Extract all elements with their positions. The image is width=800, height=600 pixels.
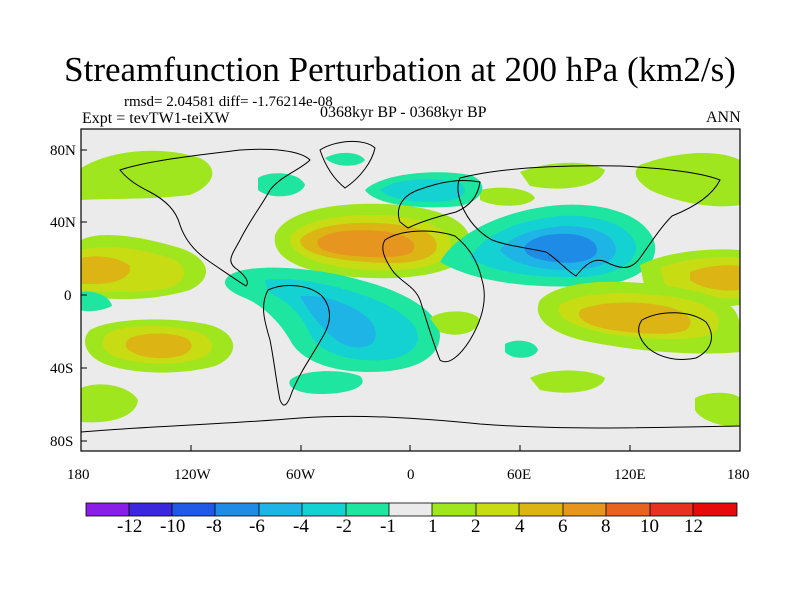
colorbar-label: -8 [206, 516, 222, 537]
contour-neg2 [380, 179, 465, 202]
colorbar-label: 4 [515, 516, 525, 537]
colorbar-label: -4 [293, 516, 309, 537]
y-tick-label: 0 [64, 288, 72, 304]
season-label: ANN [706, 109, 741, 126]
colorbar-frame [85, 502, 738, 517]
colorbar-box [129, 503, 172, 516]
coastline-antarctica [81, 415, 740, 433]
contour-pos1 [480, 187, 535, 206]
contour-neg1 [289, 371, 363, 394]
contour-pos4 [690, 265, 740, 291]
colorbar-box [519, 503, 563, 516]
colorbar-box [432, 503, 476, 516]
colorbar-label: -12 [117, 516, 142, 537]
contour-pos1 [695, 392, 740, 427]
coastline-asia [457, 165, 721, 277]
x-tick-label: 0 [407, 467, 415, 483]
coastlines [81, 141, 740, 433]
y-tick-label: 40S [50, 361, 73, 377]
colorbar-box [693, 503, 737, 516]
contour-pos1 [430, 311, 480, 335]
map-title: Streamfunction Perturbation at 200 hPa (… [64, 50, 736, 89]
colorbar-label: 6 [558, 516, 568, 537]
colorbar-box [606, 503, 650, 516]
contour-pos4 [579, 302, 691, 334]
contour-fields [81, 141, 740, 433]
contour-neg1 [325, 152, 365, 166]
contour-neg1 [505, 340, 538, 358]
x-tick-label: 60E [507, 467, 531, 483]
colorbar-label: 10 [640, 516, 659, 537]
y-tick-label: 80S [50, 434, 73, 450]
x-axis [80, 445, 741, 451]
contour-pos4 [81, 256, 131, 284]
contour-pos1 [520, 162, 605, 189]
colorbar-box [302, 503, 346, 516]
colorbar-label: 12 [684, 516, 703, 537]
contour-pos4 [125, 333, 192, 359]
contour-pos1 [81, 150, 213, 200]
colorbar-box [86, 503, 129, 516]
colorbar-box [346, 503, 389, 516]
colorbar-box [172, 503, 215, 516]
x-tick-label: 180 [727, 467, 750, 483]
colorbar-box [389, 503, 432, 516]
colorbar-label: -1 [380, 516, 396, 537]
contour-neg4 [300, 295, 376, 348]
contour-neg6 [524, 233, 597, 263]
colorbar-label: 1 [428, 516, 438, 537]
colorbar-box [650, 503, 693, 516]
coastline-africa [382, 230, 485, 363]
colorbar-box [563, 503, 606, 516]
x-tick-label: 180 [67, 467, 90, 483]
x-tick-label: 120E [614, 467, 646, 483]
colorbar-box [259, 503, 302, 516]
colorbar-label: 8 [601, 516, 611, 537]
rmsd-diff-stats: rmsd= 2.04581 diff= -1.76214e-08 [124, 94, 333, 110]
experiment-label: Expt = tevTW1-teiXW [82, 110, 230, 127]
y-tick-label: 40N [50, 215, 76, 231]
coastline-greenland [319, 141, 376, 189]
coastline-north-america [119, 148, 311, 287]
y-axis [81, 149, 87, 442]
contour-pos1 [635, 153, 740, 207]
colorbar-box [476, 503, 519, 516]
contour-neg1 [81, 291, 112, 312]
coastline-south-america [263, 284, 330, 406]
colorbar-label: -6 [249, 516, 265, 537]
period-label: 0368kyr BP - 0368kyr BP [320, 104, 487, 121]
coastline-australia [638, 312, 712, 361]
contour-pos1 [81, 384, 138, 423]
y-tick-label: 80N [50, 143, 76, 159]
coastline-europe [397, 179, 481, 229]
x-tick-label: 120W [174, 467, 212, 483]
colorbar [85, 502, 738, 517]
contour-pos1 [530, 370, 605, 393]
colorbar-label: 2 [471, 516, 481, 537]
x-tick-label: 60W [286, 467, 316, 483]
colorbar-label: -10 [160, 516, 185, 537]
colorbar-box [215, 503, 259, 516]
colorbar-label: -2 [336, 516, 352, 537]
